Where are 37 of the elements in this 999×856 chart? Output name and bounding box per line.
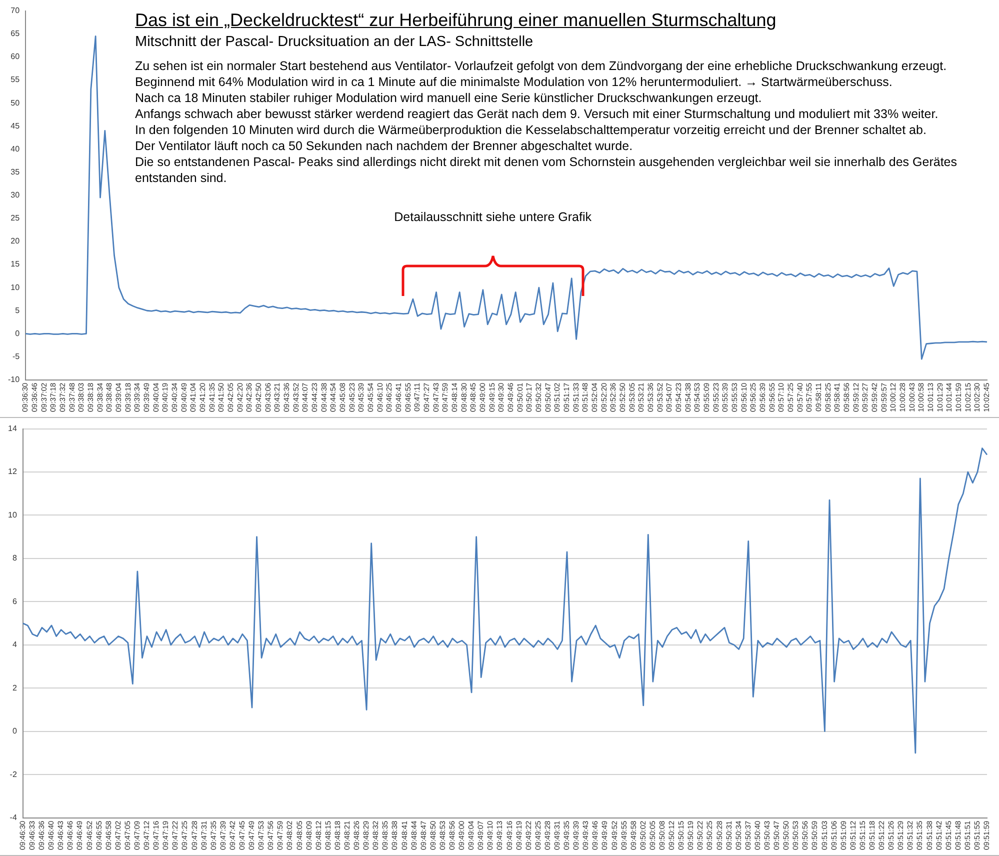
y-tick-label: 12 [8,467,18,476]
annotation: Der Ventilator läuft noch ca 50 Sekunden nach nachdem der Brenner abgeschaltet wurde. [135,138,634,154]
y-tick-label: 70 [10,6,20,16]
y-tick-label: 35 [10,167,20,176]
y-tick-label: 30 [10,190,20,200]
y-tick-label: 40 [10,144,20,154]
text: Mitschnitt der Pascal- Drucksituation an der LAS- Schnittstelle [135,34,534,50]
y-tick-label: 25 [10,214,20,223]
y-tick-label: -4 [10,813,18,822]
y-tick-label: 14 [8,424,18,434]
y-tick-label: 8 [12,554,18,563]
y-tick-label: 15 [10,260,20,269]
annotation: Anfangs schwach aber bewusst stärker werdend reagiert das Gerät nach dem 9. Versuch mit einer Sturmschaltung und moduliert mit 33% weiter. [135,106,940,122]
y-tick-label: -5 [12,352,20,361]
y-tick-label: 10 [8,510,18,520]
y-tick-label: 50 [10,98,20,108]
annotation: In den folgenden 10 Minuten wird durch die Wärmeüberproduktion die Kesselabschalttemperatur vorzeitig erreicht und der Brenner schaltet ab. [135,122,928,138]
y-tick-label: 20 [10,236,20,246]
annotation: Beginnend mit 64% Modulation wird in ca 1 Minute auf die minimalste Modulation von 12% heruntermoduliert. → Startwärmeüberschuss. [135,74,894,90]
y-tick-label: -10 [8,375,20,384]
y-tick-label: 55 [10,75,20,84]
y-tick-label: 0 [15,328,20,338]
y-tick-label: 10 [10,282,20,292]
y-tick-label: -2 [10,770,18,779]
y-tick-label: 60 [10,52,20,62]
y-tick-label: 45 [10,121,20,130]
y-tick-label: 6 [12,596,18,606]
y-tick-label: 0 [12,726,18,736]
y-tick-label: 2 [12,683,18,692]
y-tick-label: 65 [10,29,20,38]
chart-title: Das ist ein „Deckeldrucktest“ zur Herbeiführung einer manuellen Sturmschaltung [135,10,778,31]
y-tick-label: 4 [12,640,18,650]
annotation: Zu sehen ist ein normaler Start bestehend aus Ventilator- Vorlaufzeit gefolgt von dem Zündvorgang der eine erhebliche Druckschwankung erzeugt. [135,58,948,74]
annotation: Die so entstandenen Pascal- Peaks sind allerdings nicht direkt mit denen vom Schornstein ausgehenden vergleichbar weil sie innerhalb des Gerätes entstanden sind. [135,154,958,186]
y-tick-label: 5 [15,306,20,315]
annotation: Detailausschnitt siehe untere Grafik [394,210,592,224]
annotation: Nach ca 18 Minuten stabiler ruhiger Modulation wird manuell eine Serie künstlicher Druckschwankungen erzeugt. [135,90,763,106]
